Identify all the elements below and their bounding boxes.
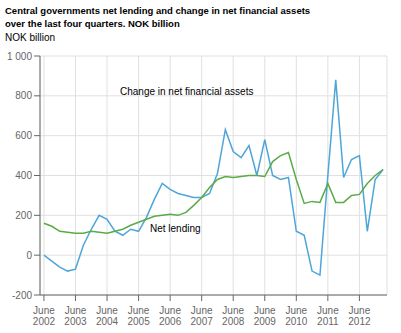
svg-text:June2005: June2005 <box>127 305 150 327</box>
svg-text:June2002: June2002 <box>33 305 56 327</box>
svg-text:June2003: June2003 <box>64 305 87 327</box>
svg-text:600: 600 <box>15 130 32 141</box>
html-text:over the last four quarters. N: over the last four quarters. NOK billion <box>5 18 180 29</box>
svg-text:June2007: June2007 <box>191 305 214 327</box>
svg-text:June2010: June2010 <box>285 305 308 327</box>
svg-text:June2006: June2006 <box>159 305 182 327</box>
svg-text:800: 800 <box>15 90 32 101</box>
html-text:NOK billion: NOK billion <box>5 32 55 43</box>
svg-text:0: 0 <box>26 250 32 261</box>
html-text:Net lending: Net lending <box>150 223 201 234</box>
svg-text:June2012: June2012 <box>348 305 371 327</box>
html-text:Change in net financial assets: Change in net financial assets <box>120 86 254 97</box>
svg-text:June2009: June2009 <box>254 305 277 327</box>
html-text:Central governments net lendin: Central governments net lending and chan… <box>5 5 311 16</box>
svg-text:1 000: 1 000 <box>8 51 32 62</box>
svg-text:June2011: June2011 <box>317 305 339 327</box>
svg-text:June2008: June2008 <box>222 305 245 327</box>
svg-text:-200: -200 <box>12 290 32 301</box>
svg-text:200: 200 <box>15 210 32 221</box>
svg-text:June2004: June2004 <box>96 305 119 327</box>
svg-text:400: 400 <box>15 170 32 181</box>
